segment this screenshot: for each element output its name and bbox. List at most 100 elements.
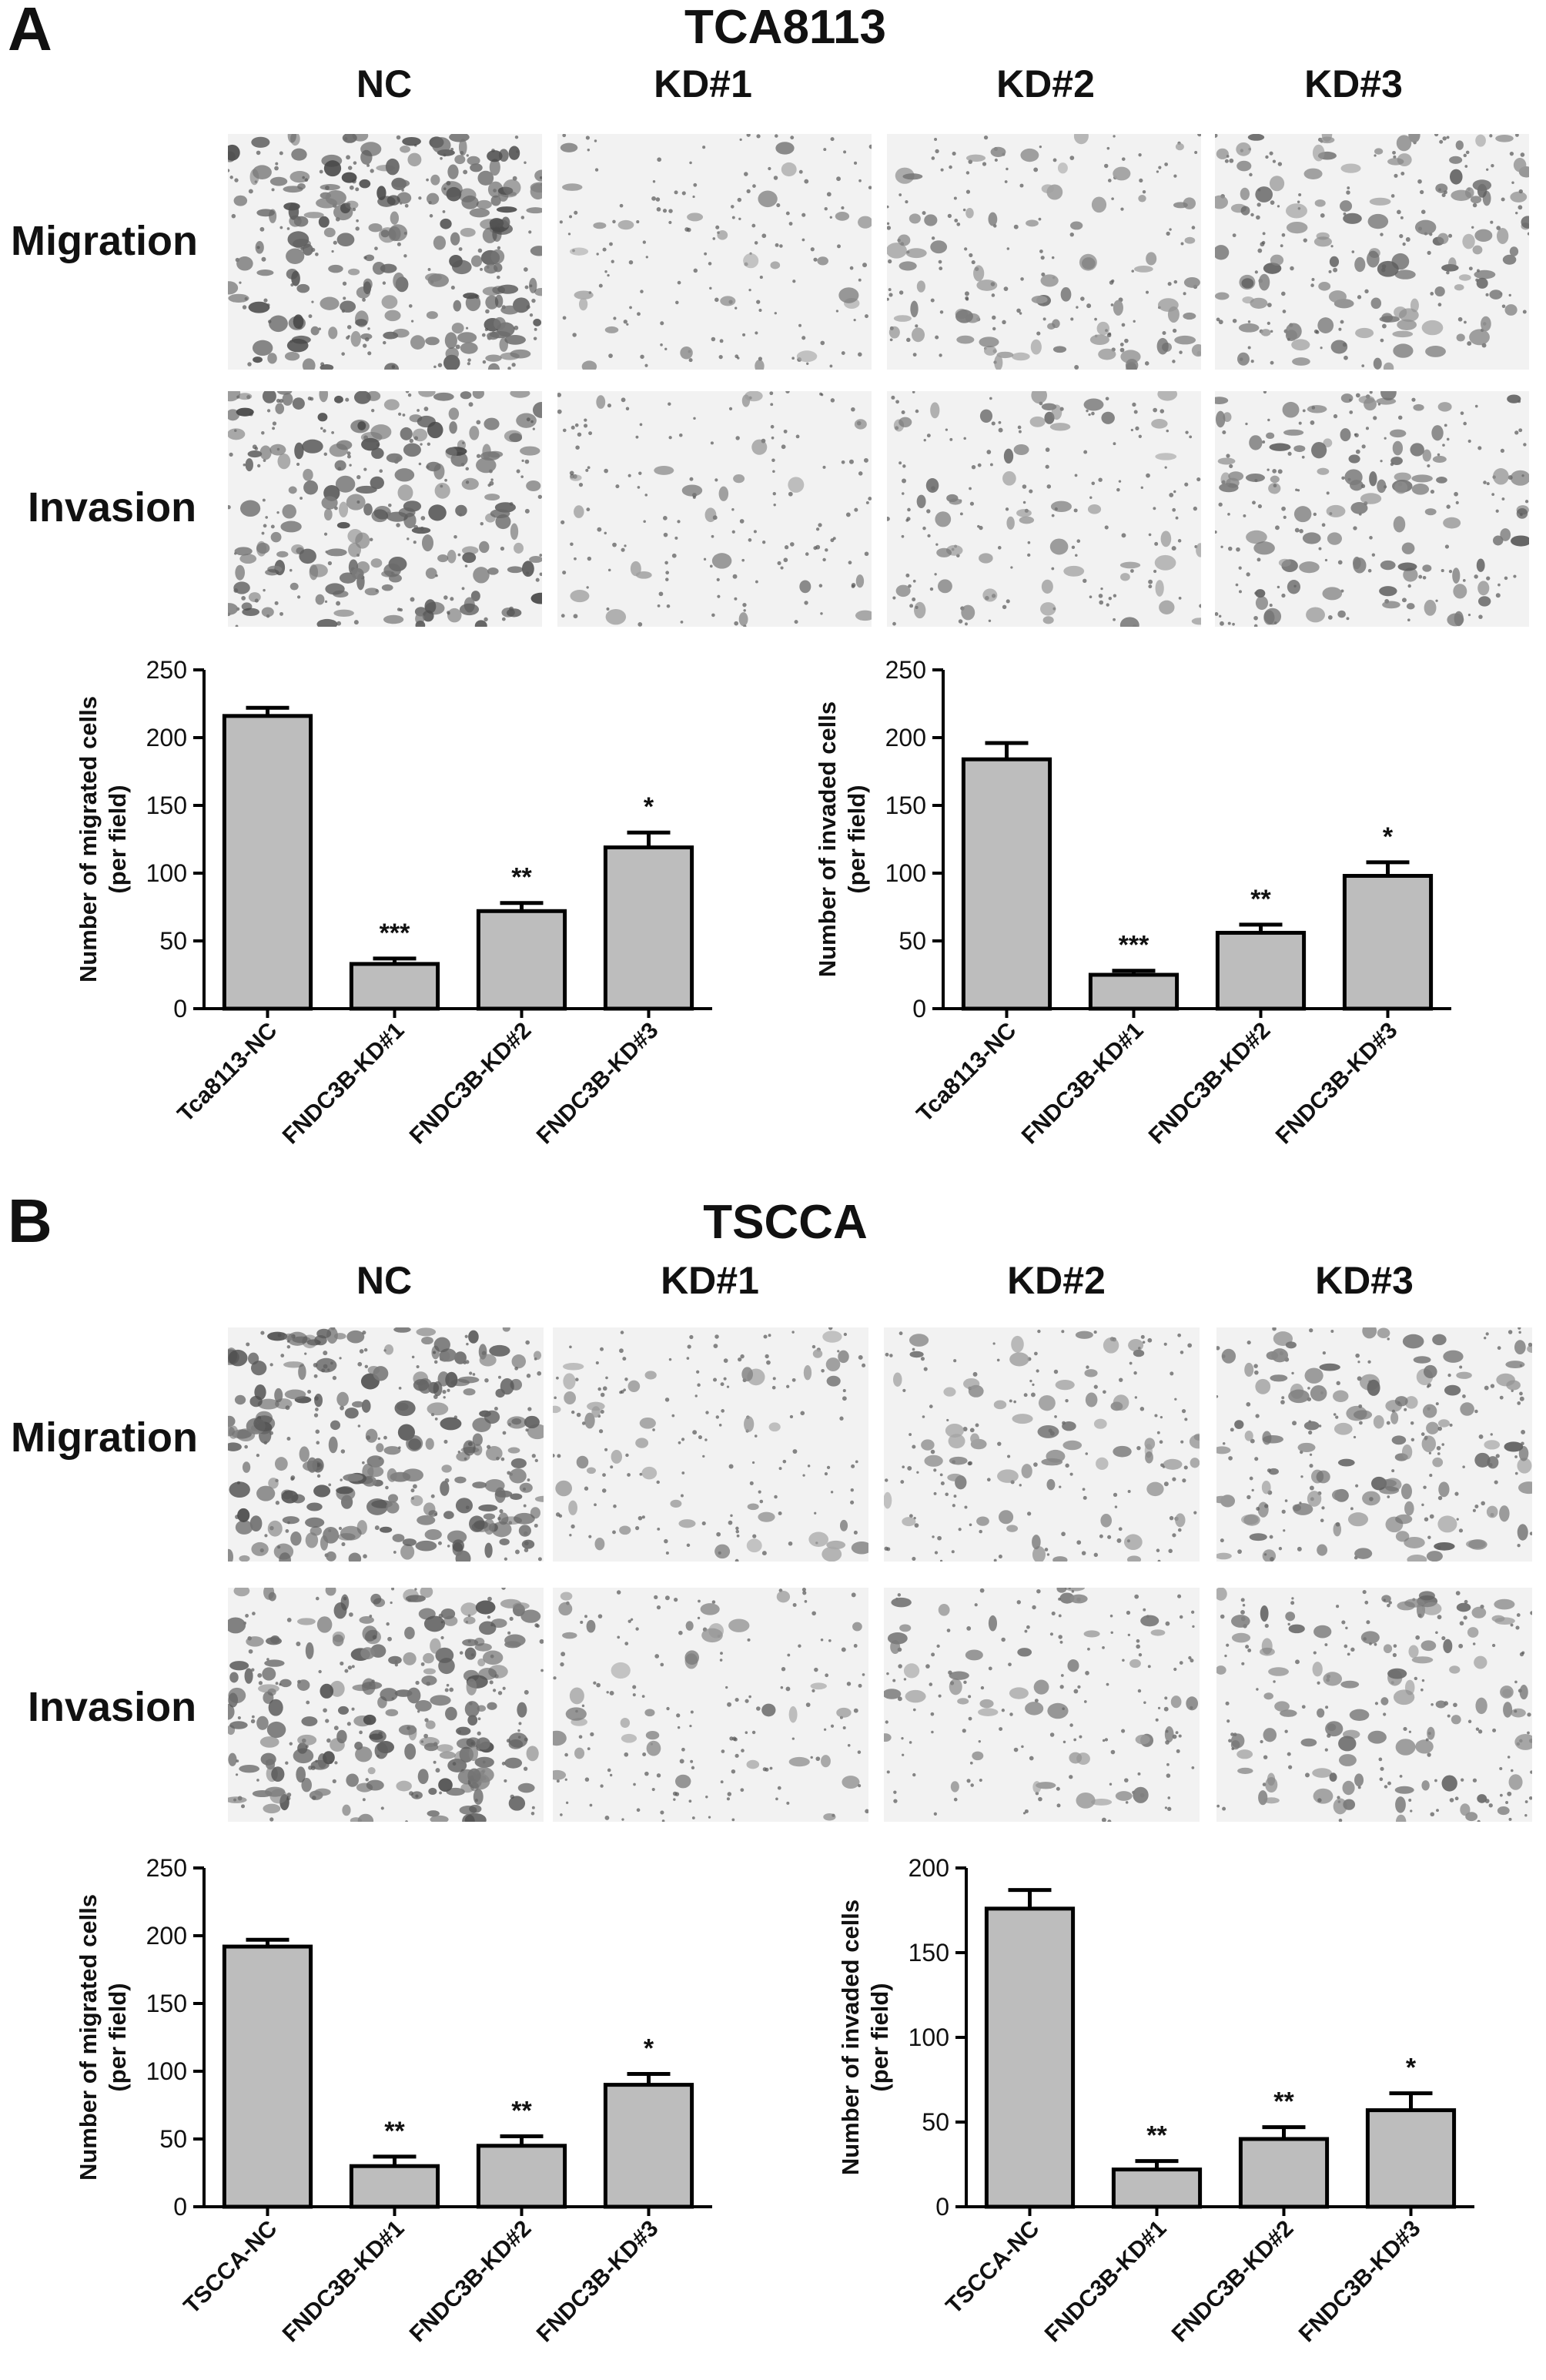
y-tick-label: 250 <box>885 656 926 684</box>
micrograph-texture <box>228 134 542 370</box>
chart-a-invasion: 0 50 100 150 200 250 Number of invaded cells (p… <box>739 639 1478 1178</box>
y-axis-label: Number of invaded cells <box>837 1900 864 2175</box>
micrograph-a-migration-nc <box>228 134 542 370</box>
y-tick-label: 50 <box>159 2125 187 2153</box>
panel-a-row-invasion: Invasion <box>28 484 197 531</box>
y-axis-label: (per field) <box>843 785 870 893</box>
micrograph-b-migration-nc <box>228 1327 544 1562</box>
significance-label: * <box>1383 822 1394 852</box>
x-tick-label: TSCCA-NC <box>941 2216 1044 2319</box>
micrograph-texture <box>553 1588 868 1822</box>
bar <box>1111 2167 1203 2209</box>
micrograph-texture <box>557 134 872 370</box>
micrograph-texture <box>1215 134 1529 370</box>
panel-b-col-kd2: KD#2 <box>1007 1259 1106 1302</box>
bar <box>1238 2137 1330 2209</box>
y-axis-label: (per field) <box>104 785 131 893</box>
bar <box>603 2083 694 2209</box>
significance-label: * <box>644 2034 654 2064</box>
micrograph-texture <box>553 1327 868 1562</box>
y-tick-label: 100 <box>909 2024 949 2051</box>
y-tick-label: 0 <box>935 2193 949 2221</box>
panel-a-letter: A <box>8 0 52 63</box>
panel-a-col-kd3: KD#3 <box>1304 62 1403 105</box>
micrograph-a-invasion-nc <box>228 391 542 627</box>
y-tick-label: 200 <box>885 724 926 751</box>
y-axis-label: Number of invaded cells <box>814 701 841 977</box>
panel-b-row-migration: Migration <box>11 1414 198 1461</box>
panel-b-col-kd3: KD#3 <box>1315 1259 1414 1302</box>
panel-a-col-kd1: KD#1 <box>654 62 752 105</box>
y-tick-label: 100 <box>885 859 926 887</box>
significance-label: ** <box>1250 885 1271 914</box>
panel-b-row-invasion: Invasion <box>28 1684 197 1730</box>
y-axis-label: Number of migrated cells <box>75 696 102 982</box>
y-axis-label: (per field) <box>104 1983 131 2091</box>
y-tick-label: 0 <box>912 995 926 1023</box>
y-tick-label: 150 <box>146 1990 187 2017</box>
micrograph-b-invasion-kd1 <box>553 1588 868 1822</box>
bar <box>603 845 694 1011</box>
significance-label: ** <box>384 2117 405 2146</box>
micrograph-texture <box>228 391 542 627</box>
chart-b-migration: 0 50 100 150 200 250 Number of migrated cells(… <box>0 1837 739 2376</box>
panel-a-row-migration: Migration <box>11 218 198 264</box>
micrograph-texture <box>1215 391 1529 627</box>
micrograph-b-migration-kd3 <box>1216 1327 1532 1562</box>
micrograph-texture <box>228 1327 544 1562</box>
bar <box>222 714 313 1011</box>
significance-label: * <box>1406 2054 1417 2083</box>
x-tick-label: FNDC3B-KD#2 <box>405 2216 537 2348</box>
x-tick-label: TSCCA-NC <box>179 2216 282 2319</box>
x-tick-label: Tca8113-NC <box>172 1018 282 1127</box>
micrograph-a-migration-kd3 <box>1215 134 1529 370</box>
panel-b-letter: B <box>8 1187 52 1255</box>
y-tick-label: 200 <box>146 724 187 751</box>
x-tick-label: FNDC3B-KD#1 <box>278 2216 410 2348</box>
micrograph-b-invasion-kd3 <box>1216 1588 1532 1822</box>
chart-b-invasion: 0 50 100 150 200 Number of invaded cells (per … <box>762 1837 1501 2376</box>
x-tick-label: FNDC3B-KD#1 <box>1040 2216 1172 2348</box>
significance-label: ** <box>511 863 532 892</box>
panel-a-title: TCA8113 <box>684 1 886 54</box>
x-tick-label: FNDC3B-KD#2 <box>1144 1018 1276 1150</box>
panel-a-col-kd2: KD#2 <box>996 62 1095 105</box>
micrograph-a-migration-kd1 <box>557 134 872 370</box>
bar <box>1342 874 1434 1011</box>
y-tick-label: 250 <box>146 656 187 684</box>
chart-a-migration: 0 50 100 150 200 250 Number of migrated cells(… <box>0 639 739 1178</box>
x-tick-label: FNDC3B-KD#3 <box>532 1018 664 1150</box>
x-tick-label: FNDC3B-KD#3 <box>1271 1018 1403 1150</box>
y-tick-label: 0 <box>173 995 187 1023</box>
x-tick-label: Tca8113-NC <box>912 1018 1021 1127</box>
y-tick-label: 100 <box>146 859 187 887</box>
micrograph-b-migration-kd2 <box>884 1327 1200 1562</box>
y-tick-label: 50 <box>159 927 187 955</box>
bar <box>1365 2108 1457 2209</box>
bar <box>349 2164 440 2209</box>
significance-label: ** <box>1273 2087 1294 2117</box>
micrograph-b-invasion-kd2 <box>884 1588 1200 1822</box>
micrograph-texture <box>887 391 1201 627</box>
bar <box>476 2144 567 2209</box>
y-tick-label: 150 <box>146 792 187 819</box>
micrograph-b-migration-kd1 <box>553 1327 868 1562</box>
bar <box>222 1944 313 2209</box>
panel-b-title: TSCCA <box>703 1196 868 1249</box>
y-tick-label: 200 <box>909 1854 949 1882</box>
x-tick-label: FNDC3B-KD#1 <box>278 1018 410 1150</box>
micrograph-a-migration-kd2 <box>887 134 1201 370</box>
significance-label: ** <box>511 2096 532 2125</box>
micrograph-a-invasion-kd1 <box>557 391 872 627</box>
x-tick-label: FNDC3B-KD#3 <box>532 2216 664 2348</box>
micrograph-texture <box>887 134 1201 370</box>
bar <box>961 757 1052 1011</box>
y-tick-label: 150 <box>909 1939 949 1967</box>
significance-label: *** <box>380 919 410 948</box>
micrograph-a-invasion-kd3 <box>1215 391 1529 627</box>
y-tick-label: 50 <box>898 927 926 955</box>
x-tick-label: FNDC3B-KD#3 <box>1294 2216 1426 2348</box>
micrograph-texture <box>228 1588 544 1822</box>
significance-label: ** <box>1146 2121 1167 2151</box>
micrograph-texture <box>1216 1327 1532 1562</box>
